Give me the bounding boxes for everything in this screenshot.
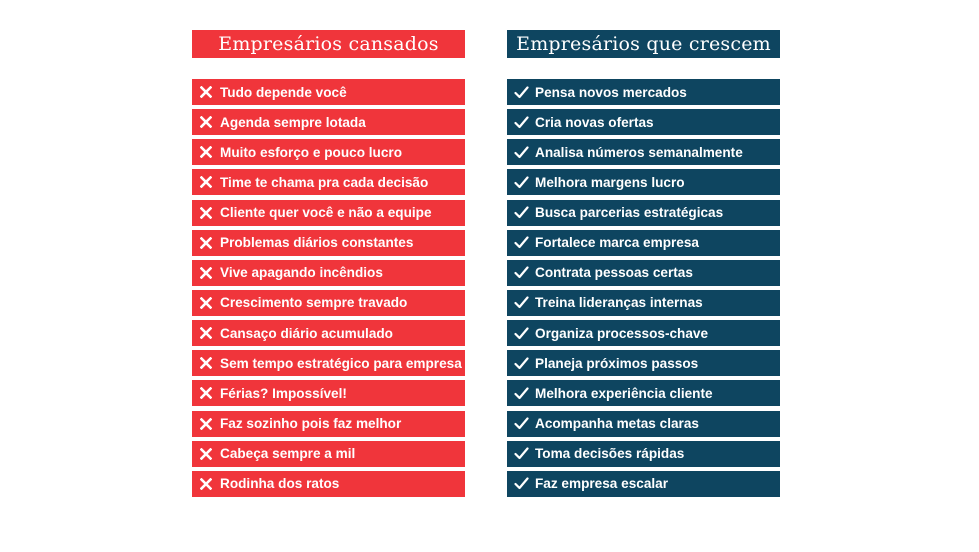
growing-list-item: Contrata pessoas certas (507, 259, 780, 286)
check-icon (507, 357, 535, 370)
growing-entrepreneurs-list: Pensa novos mercados Cria novas ofertas An… (507, 79, 780, 497)
tired-item-label: Cliente quer você e não a equipe (220, 205, 432, 221)
x-icon (192, 116, 220, 129)
x-icon (192, 477, 220, 490)
growing-list-item: Toma decisões rápidas (507, 440, 780, 467)
tired-list-item: Vive apagando incêndios (192, 259, 465, 286)
tired-item-label: Férias? Impossível! (220, 385, 347, 401)
check-icon (507, 477, 535, 490)
check-icon (507, 146, 535, 159)
growing-list-item: Acompanha metas claras (507, 410, 780, 437)
tired-item-label: Agenda sempre lotada (220, 114, 366, 130)
growing-list-item: Melhora margens lucro (507, 169, 780, 196)
tired-item-label: Cansaço diário acumulado (220, 325, 393, 341)
growing-item-label: Analisa números semanalmente (535, 144, 743, 160)
check-icon (507, 206, 535, 219)
x-icon (192, 447, 220, 460)
growing-list-item: Busca parcerias estratégicas (507, 199, 780, 226)
x-icon (192, 387, 220, 400)
tired-list-item: Time te chama pra cada decisão (192, 169, 465, 196)
growing-item-label: Treina lideranças internas (535, 295, 703, 311)
check-icon (507, 447, 535, 460)
tired-list-item: Tudo depende você (192, 79, 465, 105)
growing-item-label: Contrata pessoas certas (535, 265, 693, 281)
growing-list-item: Analisa números semanalmente (507, 139, 780, 166)
tired-item-label: Faz sozinho pois faz melhor (220, 416, 402, 432)
tired-list-item: Agenda sempre lotada (192, 109, 465, 136)
check-icon (507, 417, 535, 430)
growing-list-item: Organiza processos-chave (507, 320, 780, 347)
tired-list-item: Problemas diários constantes (192, 229, 465, 256)
tired-item-label: Cabeça sempre a mil (220, 446, 356, 462)
check-icon (507, 327, 535, 340)
tired-entrepreneurs-title: Empresários cansados (192, 30, 465, 58)
check-icon (507, 85, 535, 99)
tired-item-label: Problemas diários constantes (220, 235, 414, 251)
growing-item-label: Toma decisões rápidas (535, 446, 685, 462)
tired-item-label: Time te chama pra cada decisão (220, 174, 429, 190)
growing-entrepreneurs-title: Empresários que crescem (507, 30, 780, 58)
tired-item-label: Sem tempo estratégico para empresa (220, 355, 462, 371)
x-icon (192, 327, 220, 340)
tired-list-item: Cansaço diário acumulado (192, 320, 465, 347)
growing-item-label: Fortalece marca empresa (535, 235, 699, 251)
tired-item-label: Crescimento sempre travado (220, 295, 408, 311)
growing-entrepreneurs-column: Empresários que crescem Pensa novos merc… (507, 30, 780, 501)
tired-list-item: Faz sozinho pois faz melhor (192, 410, 465, 437)
growing-item-label: Faz empresa escalar (535, 476, 669, 492)
growing-list-item: Treina lideranças internas (507, 289, 780, 316)
x-icon (192, 146, 220, 159)
growing-item-label: Melhora margens lucro (535, 174, 685, 190)
check-icon (507, 296, 535, 309)
x-icon (192, 86, 220, 98)
x-icon (192, 357, 220, 370)
growing-item-label: Cria novas ofertas (535, 114, 654, 130)
tired-list-item: Rodinha dos ratos (192, 470, 465, 497)
growing-list-item: Planeja próximos passos (507, 350, 780, 377)
tired-list-item: Cliente quer você e não a equipe (192, 199, 465, 226)
growing-list-item: Melhora experiência cliente (507, 380, 780, 407)
tired-list-item: Férias? Impossível! (192, 380, 465, 407)
check-icon (507, 387, 535, 400)
tired-entrepreneurs-list: Tudo depende você Agenda sempre lotada Mui… (192, 79, 465, 497)
check-icon (507, 236, 535, 249)
tired-entrepreneurs-column: Empresários cansados Tudo depende você Ag… (192, 30, 465, 501)
x-icon (192, 417, 220, 430)
tired-list-item: Crescimento sempre travado (192, 289, 465, 316)
x-icon (192, 206, 220, 219)
tired-item-label: Tudo depende você (220, 84, 347, 100)
tired-item-label: Rodinha dos ratos (220, 476, 340, 492)
growing-item-label: Pensa novos mercados (535, 84, 687, 100)
growing-list-item: Cria novas ofertas (507, 109, 780, 136)
tired-list-item: Muito esforço e pouco lucro (192, 139, 465, 166)
growing-list-item: Faz empresa escalar (507, 470, 780, 497)
growing-item-label: Melhora experiência cliente (535, 385, 713, 401)
growing-item-label: Organiza processos-chave (535, 325, 709, 341)
growing-list-item: Pensa novos mercados (507, 79, 780, 105)
growing-item-label: Acompanha metas claras (535, 416, 699, 432)
tired-item-label: Muito esforço e pouco lucro (220, 144, 403, 160)
check-icon (507, 176, 535, 189)
x-icon (192, 176, 220, 189)
x-icon (192, 236, 220, 249)
tired-item-label: Vive apagando incêndios (220, 265, 383, 281)
check-icon (507, 266, 535, 279)
growing-item-label: Busca parcerias estratégicas (535, 205, 724, 221)
growing-list-item: Fortalece marca empresa (507, 229, 780, 256)
check-icon (507, 116, 535, 129)
tired-list-item: Cabeça sempre a mil (192, 440, 465, 467)
x-icon (192, 296, 220, 309)
growing-item-label: Planeja próximos passos (535, 355, 699, 371)
tired-list-item: Sem tempo estratégico para empresa (192, 350, 465, 377)
x-icon (192, 266, 220, 279)
